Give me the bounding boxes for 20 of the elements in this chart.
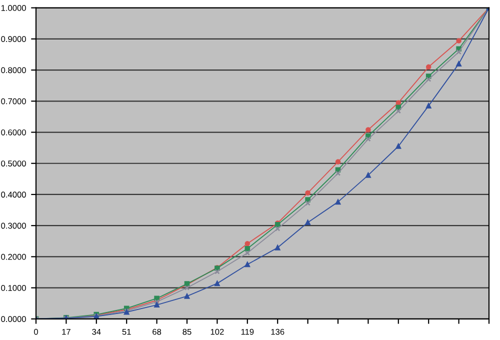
y-tick-label: 0.5000 bbox=[1, 160, 26, 166]
x-tick-label: 51 bbox=[122, 328, 131, 335]
y-tick-label: 0.9000 bbox=[1, 36, 26, 42]
y-tick-label: 0.2000 bbox=[1, 254, 26, 260]
x-tick-label: 119 bbox=[241, 328, 254, 335]
x-tick-label: 85 bbox=[182, 328, 192, 335]
x-tick-label: 102 bbox=[210, 328, 224, 335]
y-tick-label: 0.8000 bbox=[1, 67, 26, 74]
y-tick-label: 0.7000 bbox=[1, 98, 26, 104]
y-tick-label: 0.4000 bbox=[1, 192, 26, 198]
y-tick-label: 0.3000 bbox=[1, 222, 26, 229]
x-tick-label: 0 bbox=[34, 328, 38, 335]
y-tick-label: 0.1000 bbox=[1, 285, 26, 291]
y-tick-label: 1.0000 bbox=[1, 5, 26, 11]
x-tick-label: 34 bbox=[92, 328, 101, 335]
x-tick-label: 68 bbox=[152, 328, 162, 335]
x-tick-label: 136 bbox=[271, 328, 284, 335]
y-tick-label: 0.0000 bbox=[1, 316, 26, 322]
x-tick-label: 17 bbox=[62, 328, 70, 335]
y-tick-label: 0.6000 bbox=[1, 129, 26, 136]
